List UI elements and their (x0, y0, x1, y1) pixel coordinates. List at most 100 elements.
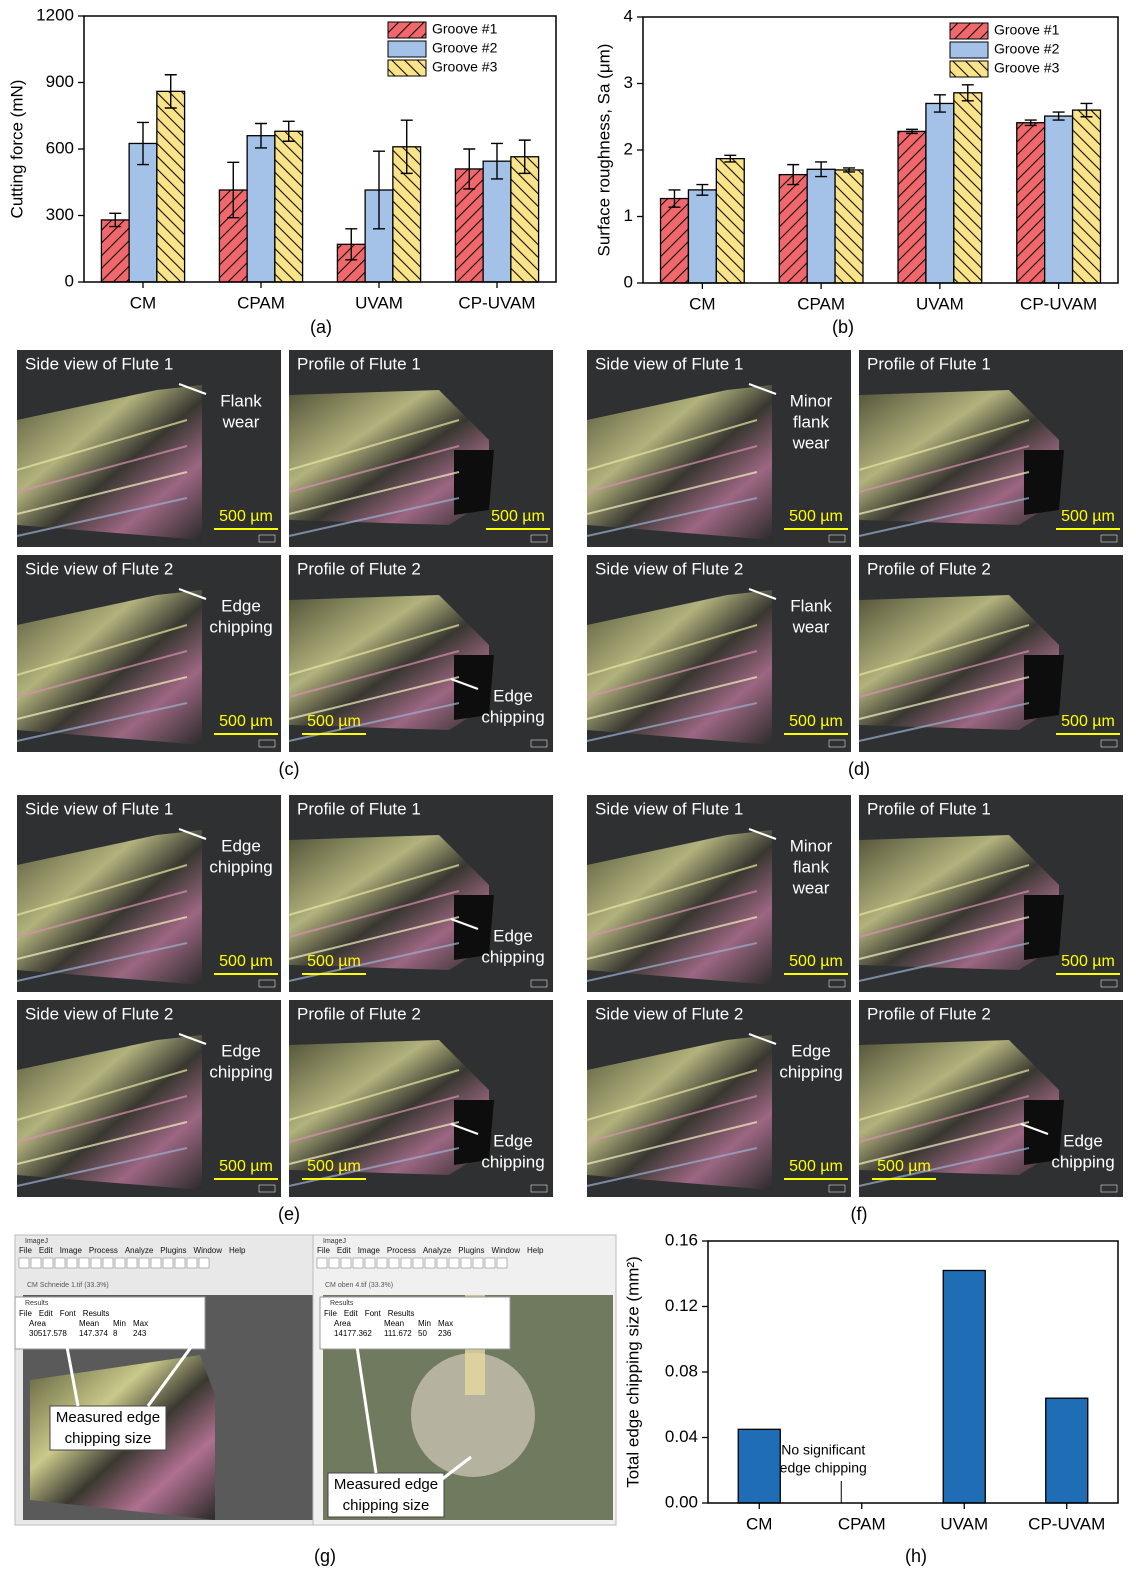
y-axis-label: Surface roughness, Sa (μm) (594, 44, 613, 257)
menu-item: File (317, 1246, 330, 1255)
tool-tip (454, 450, 494, 515)
photo-title: Profile of Flute 2 (867, 559, 991, 578)
tool-icon (103, 1258, 113, 1268)
scale-label: 500 µm (219, 713, 273, 730)
photo-note: chipping (481, 947, 544, 966)
bar (716, 159, 744, 283)
tool-icon (341, 1258, 351, 1268)
y-tick-label: 4 (624, 6, 633, 25)
x-tick-label: CPAM (797, 294, 845, 313)
y-tick-label: 0 (65, 271, 74, 290)
y-tick-label: 0.00 (665, 1492, 698, 1511)
y-axis-label: Cutting force (mN) (7, 80, 26, 219)
imagej-window: ImageJFileEditImageProcessAnalyzePlugins… (15, 1235, 318, 1525)
results-menu-item: Results (83, 1309, 110, 1318)
menu-item: Process (387, 1246, 416, 1255)
bar (275, 131, 303, 282)
caption: (g) (314, 1546, 336, 1566)
caption: (d) (848, 759, 870, 779)
legend-swatch (388, 41, 426, 57)
photo-note: chipping (209, 1062, 272, 1081)
tool-icon (79, 1258, 89, 1268)
bar (835, 170, 863, 283)
menu-item: Edit (337, 1246, 352, 1255)
tool-tip (1024, 895, 1064, 960)
tool-icon (401, 1258, 411, 1268)
note-text: Measured edge (56, 1409, 160, 1426)
legend-label: Groove #2 (432, 40, 498, 56)
photo: Side view of Flute 2Edgechipping500 µm (587, 1000, 851, 1197)
photo: Side view of Flute 1Minorflankwear500 µm (587, 350, 851, 547)
tool-icon (365, 1258, 375, 1268)
caption: (c) (279, 759, 300, 779)
results-menu-item: Font (60, 1309, 77, 1318)
results-menu-item: File (324, 1309, 337, 1318)
x-tick-label: CP-UVAM (458, 293, 535, 312)
x-tick-label: CPAM (237, 293, 285, 312)
results-header: Max (133, 1319, 148, 1328)
results-cell: 236 (438, 1329, 452, 1338)
tool-icon (425, 1258, 435, 1268)
menu-item: Image (358, 1246, 381, 1255)
photo-title: Profile of Flute 2 (297, 559, 421, 578)
tool-icon (497, 1258, 507, 1268)
photo: Profile of Flute 1500 µm (859, 350, 1123, 547)
tool-icon (187, 1258, 197, 1268)
results-header: Mean (79, 1319, 99, 1328)
photo: Profile of Flute 2Edgechipping500 µm (289, 555, 553, 752)
tool-icon (461, 1258, 471, 1268)
bar (1017, 123, 1045, 283)
tool-icon (389, 1258, 399, 1268)
bar (898, 131, 926, 283)
bar (779, 175, 807, 283)
photo: Side view of Flute 2Flankwear500 µm (587, 555, 851, 752)
photo-note: Edge (791, 1041, 831, 1060)
scale-label: 500 µm (877, 1158, 931, 1175)
photo: Side view of Flute 2Edgechipping500 µm (17, 555, 281, 752)
x-tick-label: UVAM (355, 293, 403, 312)
photo-title: Side view of Flute 1 (595, 799, 743, 818)
y-tick-label: 0.04 (665, 1427, 698, 1446)
photo-note: Minor (790, 391, 833, 410)
menu-item: Image (60, 1246, 83, 1255)
photo: Profile of Flute 2 500 µm (859, 555, 1123, 752)
bar (738, 1429, 780, 1503)
photo-note: chipping (1051, 1152, 1114, 1171)
tool-icon (413, 1258, 423, 1268)
tool-icon (473, 1258, 483, 1268)
results-header: Area (29, 1319, 46, 1328)
tool-icon (139, 1258, 149, 1268)
photo-note: Edge (221, 1041, 261, 1060)
photo-note: Edge (221, 836, 261, 855)
legend-swatch (950, 23, 988, 39)
photo-note: Edge (493, 1131, 533, 1150)
figure: 03006009001200Cutting force (mN)CMCPAMUV… (0, 0, 1136, 1590)
photo-title: Profile of Flute 1 (867, 799, 991, 818)
photo-note: Edge (221, 596, 261, 615)
y-tick-label: 2 (624, 139, 633, 158)
photo-note: Flank (790, 596, 832, 615)
page: {"chart_data": [ {"type": "bar", "captio… (0, 0, 1136, 1590)
y-tick-label: 0.08 (665, 1361, 698, 1380)
tool-icon (353, 1258, 363, 1268)
tool-icon (19, 1258, 29, 1268)
menu-item: Process (89, 1246, 118, 1255)
y-tick-label: 1200 (36, 5, 74, 24)
tool-icon (437, 1258, 447, 1268)
photo-note: chipping (779, 1062, 842, 1081)
results-menu-item: Edit (39, 1309, 54, 1318)
photo-title: Profile of Flute 1 (297, 799, 421, 818)
app-title: ImageJ (25, 1238, 48, 1245)
imagej-window: ImageJFileEditImageProcessAnalyzePlugins… (313, 1235, 616, 1525)
caption: (e) (278, 1204, 300, 1224)
scale-label: 500 µm (1061, 713, 1115, 730)
note-text: Measured edge (334, 1476, 438, 1493)
photo-note: chipping (209, 617, 272, 636)
results-menu-item: File (19, 1309, 32, 1318)
x-tick-label: CP-UVAM (1028, 1514, 1105, 1533)
photo-title: Side view of Flute 1 (25, 799, 173, 818)
note-text: chipping size (343, 1497, 430, 1514)
y-tick-label: 3 (624, 73, 633, 92)
photo-note: Minor (790, 836, 833, 855)
x-tick-label: UVAM (940, 1514, 988, 1533)
